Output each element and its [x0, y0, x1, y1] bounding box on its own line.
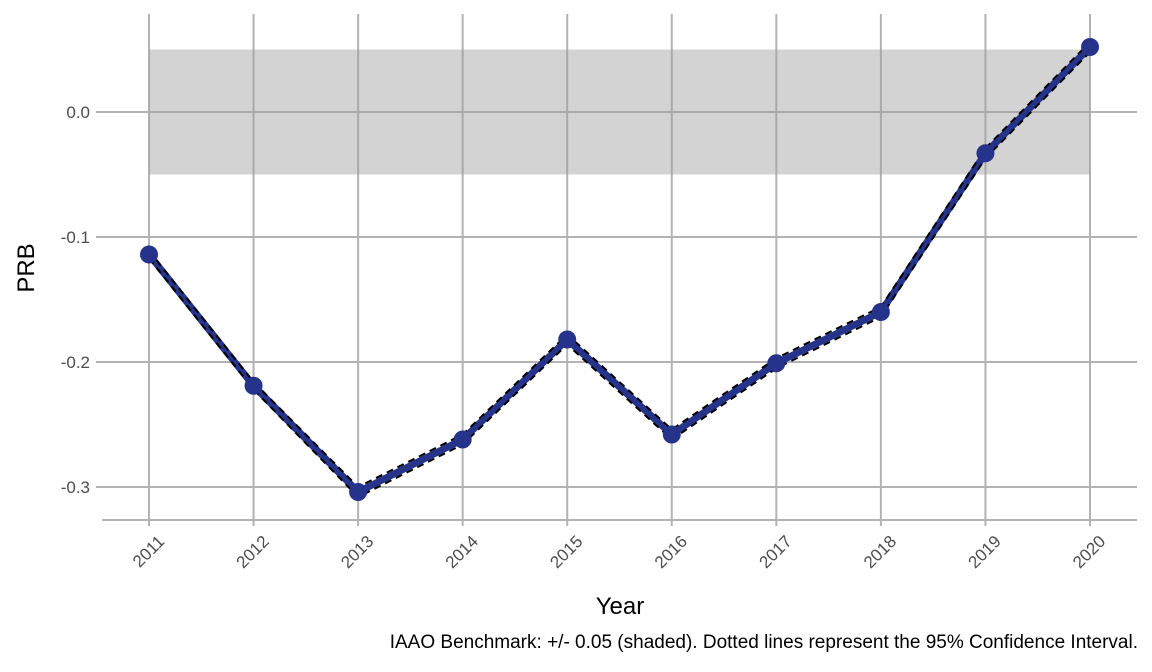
- y-tick-label: -0.2: [61, 353, 90, 372]
- ci-upper-line: [148, 41, 1091, 489]
- ci-lower-line: [148, 51, 1091, 499]
- data-point: [662, 425, 681, 444]
- x-tick-label: 2018: [860, 532, 900, 572]
- x-tick-label: 2019: [965, 532, 1005, 572]
- data-point: [767, 354, 786, 373]
- y-tick-label: -0.3: [61, 478, 90, 497]
- x-tick-label: 2015: [546, 532, 586, 572]
- data-point: [558, 330, 577, 349]
- data-point: [1081, 38, 1099, 56]
- data-point: [349, 483, 368, 501]
- x-axis-title: Year: [596, 593, 645, 620]
- x-tick-label: 2020: [1069, 532, 1109, 572]
- benchmark-band: [149, 49, 1090, 175]
- y-axis-title: PRB: [13, 243, 40, 292]
- x-tick-label: 2017: [755, 532, 795, 572]
- benchmark-band-layer: [149, 49, 1090, 175]
- x-tick-label: 2013: [337, 532, 377, 572]
- chart-caption: IAAO Benchmark: +/- 0.05 (shaded). Dotte…: [389, 632, 1138, 653]
- data-point: [244, 376, 263, 395]
- data-point: [976, 144, 995, 163]
- x-tick-label: 2012: [233, 532, 273, 572]
- data-point: [140, 245, 158, 264]
- x-tick-label: 2014: [442, 532, 482, 572]
- data-layer: [140, 38, 1099, 501]
- y-tick-label: 0.0: [66, 103, 90, 122]
- grid: [102, 14, 1137, 520]
- prb-series-line: [146, 44, 1093, 496]
- x-tick-label: 2016: [651, 532, 691, 572]
- data-point: [871, 303, 890, 321]
- x-tick-label: 2011: [129, 532, 168, 571]
- data-point: [453, 430, 472, 449]
- y-tick-label: -0.1: [61, 228, 90, 247]
